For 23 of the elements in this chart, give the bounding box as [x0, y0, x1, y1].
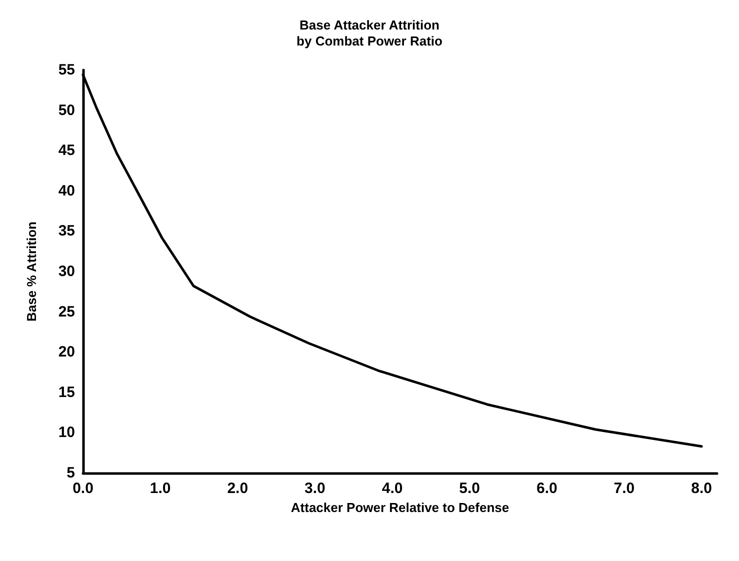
x-tick-label: 6.0	[536, 480, 558, 497]
x-tick-label: 5.0	[459, 480, 480, 497]
y-tick-label: 25	[58, 303, 75, 320]
x-tick-label: 1.0	[150, 480, 171, 497]
y-axis-title: Base % Attrition	[24, 221, 39, 322]
y-tick-label: 55	[58, 62, 75, 78]
x-tick-label: 7.0	[614, 480, 635, 497]
y-tick-label: 35	[58, 222, 75, 240]
chart-title: Base Attacker Attrition by Combat Power Ratio	[296, 18, 443, 48]
x-tick-label: 4.0	[382, 480, 403, 497]
x-tick-label: 2.0	[227, 480, 248, 497]
y-tick-label: 30	[58, 263, 75, 280]
x-tick-label: 3.0	[304, 480, 326, 497]
x-axis-title: Attacker Power Relative to Defense	[290, 500, 510, 515]
y-tick-label: 15	[58, 384, 75, 401]
x-tick-label: 8.0	[691, 480, 712, 497]
y-tick-label: 20	[58, 344, 75, 361]
y-tick-label: 10	[58, 424, 75, 442]
y-tick-label: 50	[58, 102, 75, 119]
y-tick-label: 40	[58, 182, 75, 200]
x-tick-label: 0.0	[72, 480, 94, 497]
y-tick-label: 5	[66, 464, 75, 482]
y-tick-label: 45	[58, 142, 75, 160]
